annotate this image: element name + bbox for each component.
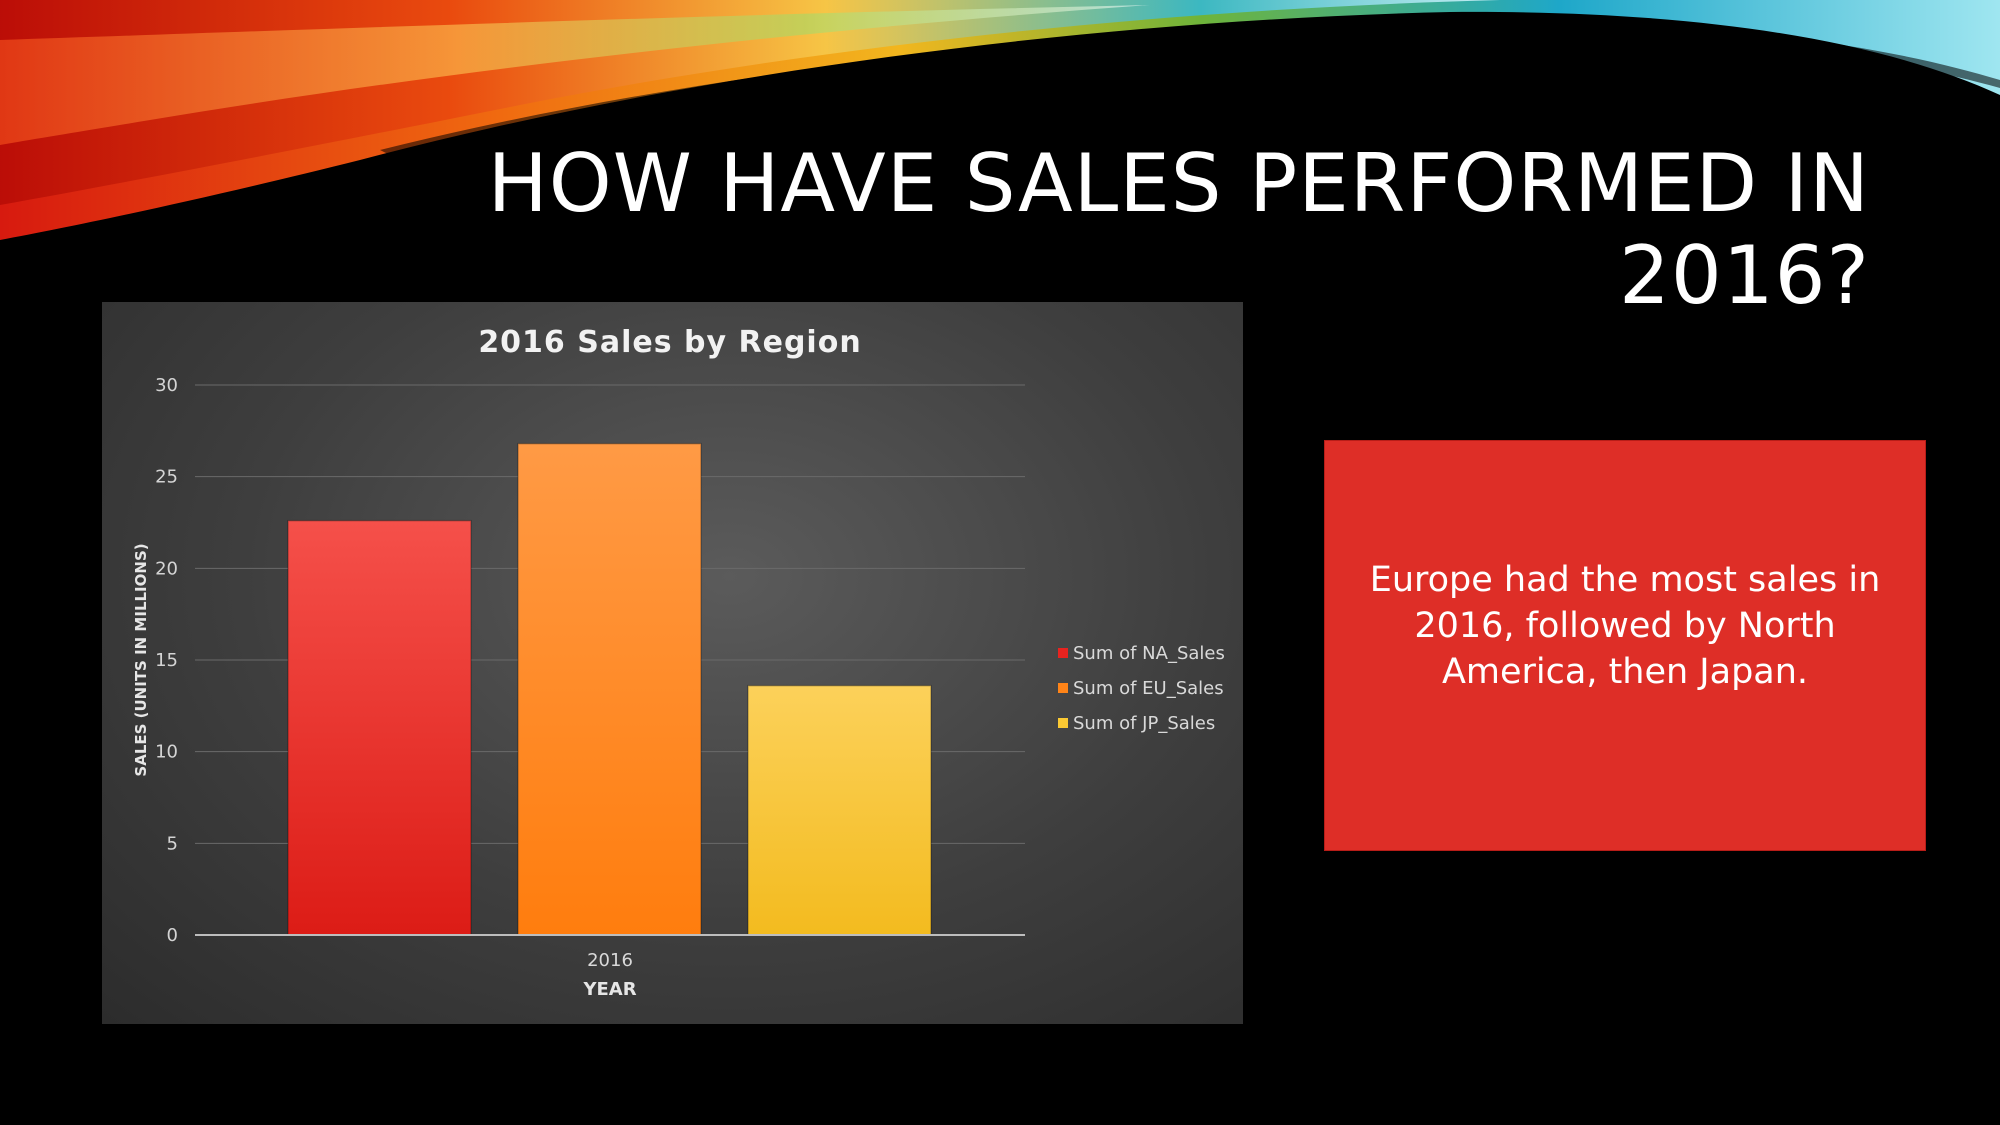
bar-sum-of-eu-sales	[517, 442, 702, 936]
y-tick-label: 25	[155, 467, 178, 488]
callout-box: Europe had the most sales in 2016, follo…	[1324, 440, 1926, 851]
y-tick-label: 20	[155, 558, 178, 579]
callout-text: Europe had the most sales in 2016, follo…	[1369, 559, 1881, 692]
legend-label: Sum of JP_Sales	[1073, 713, 1215, 734]
legend-swatch	[1058, 718, 1068, 728]
x-axis-title: YEAR	[582, 979, 636, 1000]
chart-title: 2016 Sales by Region	[478, 325, 861, 360]
bar-chart: 0 5 10 15 20 25 30 2016 Sales by Region 2016 Y…	[132, 325, 1225, 1000]
y-axis-ticks: 0 5 10 15 20 25 30	[155, 375, 178, 946]
y-tick-label: 15	[155, 650, 178, 671]
bar-sum-of-na-sales	[287, 519, 472, 936]
legend-swatch	[1058, 683, 1068, 693]
legend: Sum of NA_Sales Sum of EU_Sales Sum of JP_…	[1058, 643, 1225, 734]
chart-panel: 0 5 10 15 20 25 30 2016 Sales by Region 2016 Y…	[102, 302, 1243, 1024]
bars	[287, 442, 932, 936]
y-tick-label: 10	[155, 742, 178, 763]
x-category-label: 2016	[587, 950, 633, 971]
legend-label: Sum of NA_Sales	[1073, 643, 1225, 664]
y-tick-label: 30	[155, 375, 178, 396]
y-tick-label: 0	[167, 925, 178, 946]
legend-swatch	[1058, 648, 1068, 658]
y-axis-title: SALES (UNITS IN MILLIONS)	[132, 543, 150, 776]
y-tick-label: 5	[167, 833, 178, 854]
slide-title: HOW HAVE SALES PERFORMED IN 2016?	[487, 137, 1870, 322]
bar-sum-of-jp-sales	[747, 684, 932, 936]
legend-label: Sum of EU_Sales	[1073, 678, 1224, 699]
decorative-swoosh	[0, 0, 2000, 240]
